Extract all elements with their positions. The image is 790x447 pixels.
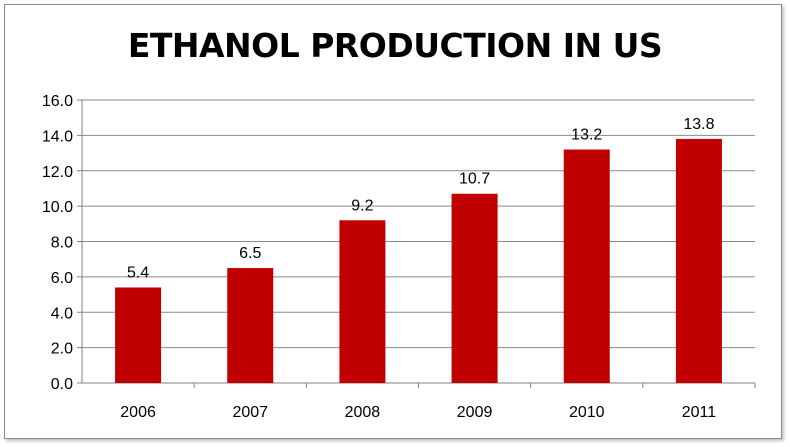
y-tick-label: 16.0 bbox=[42, 93, 73, 110]
x-tick-label: 2007 bbox=[232, 404, 268, 421]
bars bbox=[115, 138, 722, 383]
x-tick-label: 2011 bbox=[682, 404, 717, 421]
chart-title: ETHANOL PRODUCTION IN US bbox=[127, 26, 663, 65]
gridlines bbox=[82, 99, 755, 349]
bar-2006 bbox=[115, 287, 162, 383]
x-tick-label: 2008 bbox=[345, 404, 381, 421]
y-tick-label: 10.0 bbox=[42, 199, 73, 216]
y-tick-label: 14.0 bbox=[42, 128, 73, 145]
y-tick-label: 2.0 bbox=[51, 341, 73, 358]
data-label: 10.7 bbox=[459, 171, 490, 188]
x-tick-label: 2010 bbox=[569, 404, 605, 421]
x-tick-label: 2009 bbox=[457, 404, 493, 421]
data-label: 13.2 bbox=[571, 127, 602, 144]
bar-2010 bbox=[563, 149, 610, 383]
y-tick-label: 0.0 bbox=[51, 376, 73, 393]
data-label: 6.5 bbox=[239, 245, 261, 262]
bar-2009 bbox=[451, 193, 498, 383]
bar-2008 bbox=[339, 220, 386, 383]
x-tick-label: 2006 bbox=[120, 404, 156, 421]
axes bbox=[77, 99, 756, 388]
bar-2007 bbox=[227, 268, 274, 383]
labels: 0.0 2.0 4.0 6.0 8.0 10.0 12.0 14.0 16.0 2006 5.4 20… bbox=[42, 93, 716, 421]
y-tick-label: 12.0 bbox=[42, 164, 73, 181]
data-label: 13.8 bbox=[683, 116, 714, 133]
bar-2011 bbox=[675, 138, 722, 383]
y-tick-label: 4.0 bbox=[51, 305, 73, 322]
y-tick-label: 8.0 bbox=[51, 235, 73, 252]
data-label: 9.2 bbox=[351, 197, 373, 214]
data-label: 5.4 bbox=[127, 264, 149, 281]
y-tick-label: 6.0 bbox=[51, 270, 73, 287]
